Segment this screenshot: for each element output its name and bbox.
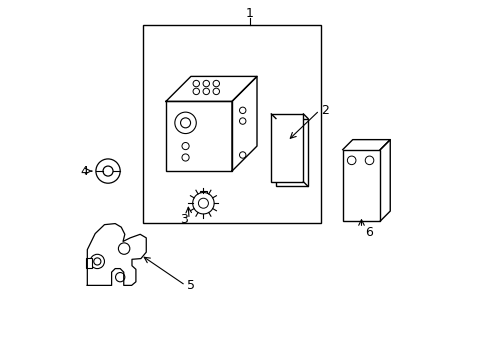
Circle shape — [203, 88, 209, 95]
Text: 4: 4 — [81, 165, 88, 177]
Circle shape — [239, 152, 245, 158]
Bar — [142, 24, 321, 223]
Text: 2: 2 — [320, 104, 328, 117]
Bar — [275, 118, 307, 186]
Circle shape — [96, 159, 120, 183]
Circle shape — [193, 80, 199, 87]
Circle shape — [365, 156, 373, 165]
Text: 3: 3 — [180, 213, 187, 226]
Bar — [86, 257, 92, 267]
Circle shape — [198, 198, 208, 208]
Circle shape — [115, 273, 124, 282]
Circle shape — [213, 88, 219, 95]
Bar — [271, 114, 303, 182]
Circle shape — [118, 243, 130, 254]
Circle shape — [90, 254, 104, 269]
Bar — [342, 150, 380, 221]
Bar — [165, 102, 231, 171]
Text: 6: 6 — [364, 226, 372, 239]
Circle shape — [180, 118, 190, 128]
Circle shape — [239, 107, 245, 113]
Circle shape — [175, 112, 196, 134]
Circle shape — [203, 80, 209, 87]
Bar — [200, 192, 206, 202]
Circle shape — [192, 193, 214, 214]
Text: 1: 1 — [245, 8, 253, 21]
Circle shape — [239, 118, 245, 124]
Circle shape — [182, 154, 189, 161]
Circle shape — [213, 80, 219, 87]
Circle shape — [193, 88, 199, 95]
Circle shape — [94, 258, 101, 265]
Circle shape — [346, 156, 355, 165]
Text: 5: 5 — [186, 279, 195, 292]
Circle shape — [103, 166, 113, 176]
Circle shape — [182, 143, 189, 150]
